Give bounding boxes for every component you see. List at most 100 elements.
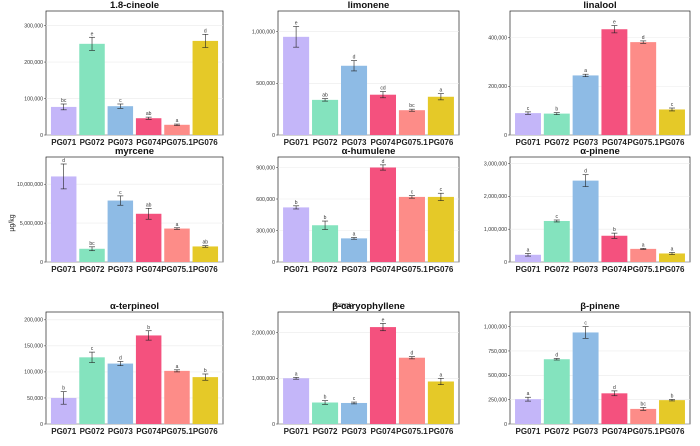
y-tick-label: 900,000 [256, 165, 275, 171]
x-tick-label: PG072 [313, 265, 338, 274]
x-tick-label: PG073 [573, 138, 598, 147]
x-tick-label: PG073 [342, 138, 367, 147]
significance-letter: c [584, 321, 587, 327]
x-tick-label: PG073 [108, 138, 133, 147]
panel-9: 0 250,000 500,000 750,000 1,000,000 β-pinene a… [484, 301, 691, 436]
x-tick-label: PG074 [602, 138, 627, 147]
x-tick-label: PG074 [136, 427, 161, 436]
x-tick-label: PG071 [51, 265, 76, 274]
bar [283, 378, 310, 424]
significance-letter: b [204, 368, 207, 374]
x-tick-label: PG074 [136, 265, 161, 274]
significance-letter: bc [409, 103, 415, 109]
panel-8: 0 1,000,000 2,000,000 β-caryophyllene a PG071… [252, 301, 460, 436]
bar [572, 332, 599, 424]
significance-letter: c [91, 346, 94, 352]
significance-letter: ab [203, 240, 209, 246]
x-tick-label: PG073 [573, 427, 598, 436]
bar [543, 359, 570, 424]
y-tick-label: 200,000 [488, 84, 507, 90]
significance-letter: bc [641, 401, 647, 407]
y-tick-label: 50,000 [27, 396, 43, 402]
panel-title: 1.8-cineole [110, 0, 159, 11]
significance-letter: a [176, 222, 179, 228]
y-tick-label: 1,000,000 [484, 324, 507, 330]
y-tick-label: 2,000,000 [484, 194, 507, 200]
significance-letter: a [671, 246, 674, 252]
x-tick-label: PG075.1 [627, 138, 659, 147]
significance-letter: e [91, 31, 94, 37]
x-tick-label: PG076 [428, 138, 453, 147]
y-tick-label: 400,000 [488, 36, 507, 42]
bar [79, 357, 105, 424]
significance-letter: a [527, 391, 530, 397]
x-tick-label: PG076 [193, 138, 218, 147]
x-tick-label: PG072 [80, 138, 105, 147]
x-tick-label: PG076 [428, 427, 453, 436]
significance-letter: ab [146, 202, 152, 208]
x-tick-label: PG071 [51, 138, 76, 147]
bar [572, 75, 599, 135]
significance-letter: b [324, 395, 327, 401]
bar [398, 110, 425, 135]
bar [601, 235, 628, 262]
bar [192, 246, 219, 262]
x-tick-label: PG075.1 [627, 427, 659, 436]
x-tick-label: PG072 [313, 427, 338, 436]
significance-letter: a [440, 372, 443, 378]
x-tick-label: PG072 [80, 427, 105, 436]
bar [398, 196, 425, 262]
y-tick-label: 0 [504, 260, 507, 266]
significance-letter: d [642, 35, 645, 41]
x-tick-label: PG074 [371, 138, 396, 147]
significance-letter: b [555, 107, 558, 113]
significance-letter: e [295, 21, 298, 27]
bar [630, 42, 657, 135]
x-tick-label: PG076 [660, 138, 685, 147]
y-tick-label: 150,000 [24, 344, 43, 350]
x-tick-label: PG074 [371, 265, 396, 274]
significance-letter: e [613, 20, 616, 26]
bar [427, 196, 454, 262]
significance-letter: d [204, 28, 207, 34]
panel-title: α-terpineol [110, 301, 159, 312]
x-tick-label: PG075.1 [396, 138, 428, 147]
significance-letter: bc [89, 241, 95, 247]
significance-letter: d [119, 355, 122, 361]
significance-letter: d [353, 55, 356, 61]
x-tick-label: PG073 [342, 265, 367, 274]
significance-letter: a [176, 118, 179, 124]
bar [164, 228, 190, 262]
y-tick-label: 200,000 [24, 318, 43, 324]
y-tick-label: 100,000 [24, 96, 43, 102]
y-tick-label: 750,000 [488, 349, 507, 355]
bar [135, 118, 162, 135]
bar [515, 254, 541, 262]
x-tick-label: PG073 [108, 427, 133, 436]
y-tick-label: 1,000,000 [252, 29, 275, 35]
panel-title: myrcene [115, 146, 154, 157]
y-tick-label: 0 [272, 422, 275, 428]
bar [312, 225, 339, 262]
y-tick-label: 0 [504, 133, 507, 139]
x-tick-label: PG073 [342, 427, 367, 436]
bar [50, 106, 77, 135]
x-tick-label: PG075.1 [161, 138, 193, 147]
x-tick-label: PG075.1 [396, 265, 428, 274]
x-tick-label: PG072 [313, 138, 338, 147]
significance-letter: ab [322, 93, 328, 99]
bar [515, 113, 541, 135]
x-tick-label: PG073 [573, 265, 598, 274]
panel-6: 0 1,000,000 2,000,000 3,000,000 α-pinene a PG0… [484, 146, 691, 274]
y-tick-label: 300,000 [24, 23, 43, 29]
significance-letter: b [62, 386, 65, 392]
panel-title: linalool [583, 0, 616, 11]
x-tick-label: PG071 [284, 265, 309, 274]
bar [601, 29, 628, 136]
bar [107, 363, 134, 424]
y-axis-label: µg/kg [9, 214, 16, 231]
y-tick-label: 200,000 [24, 60, 43, 66]
significance-letter: b [147, 325, 150, 331]
bar [515, 399, 541, 424]
